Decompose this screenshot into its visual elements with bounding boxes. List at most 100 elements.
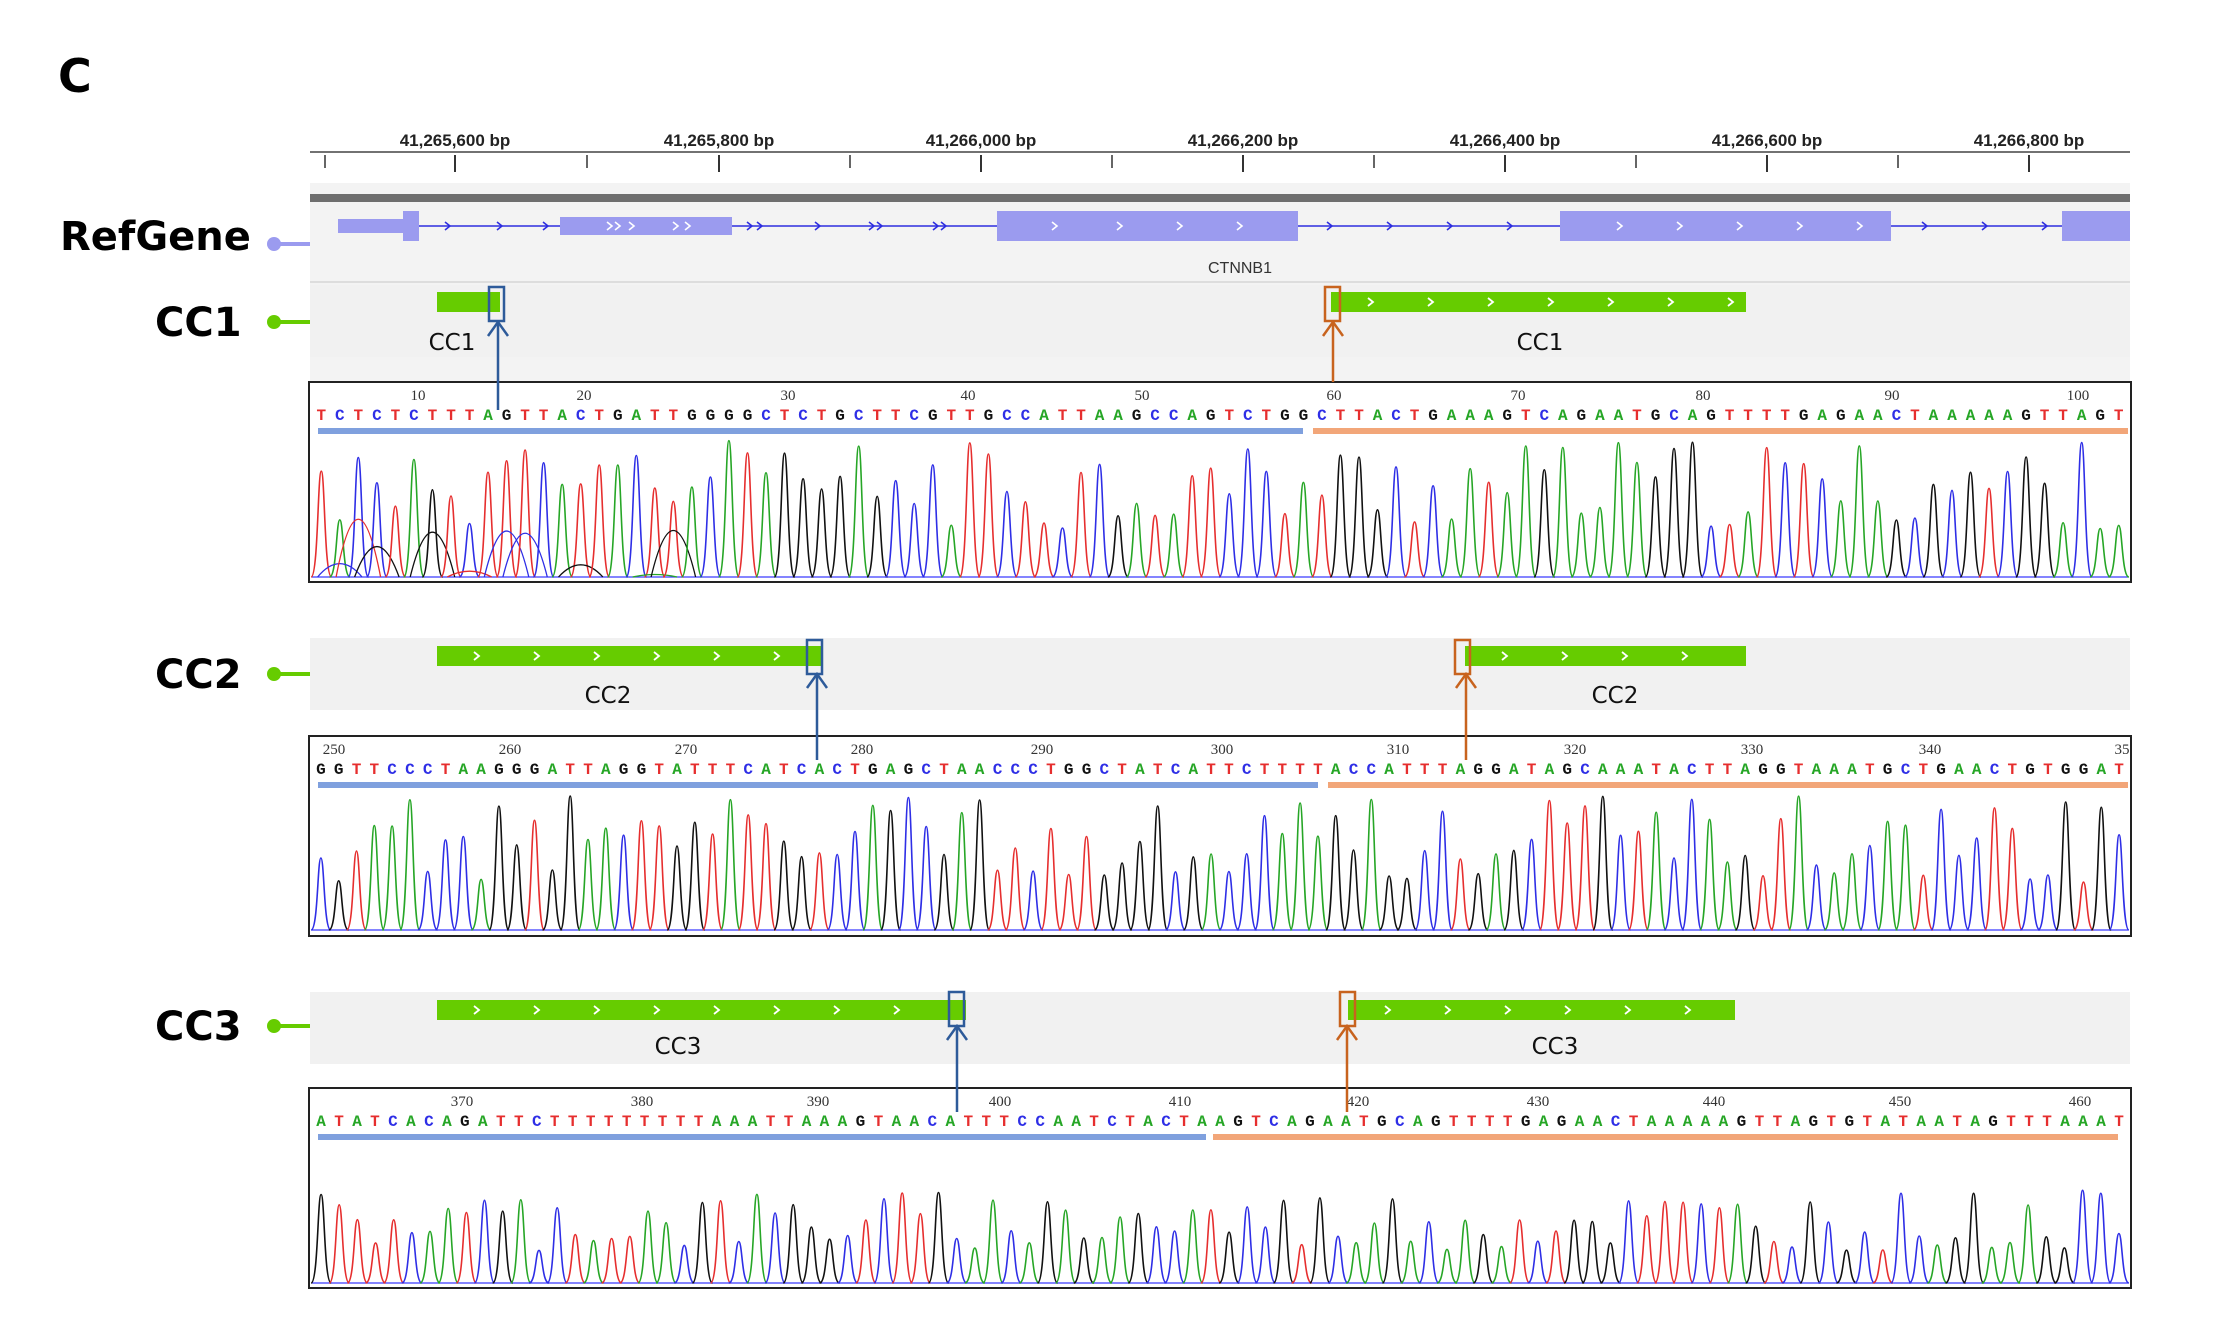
exon [997,211,1298,241]
base-letter: T [939,761,949,779]
trace-peak [1253,814,1276,931]
trace-peak [1805,864,1827,931]
cc3-position-label: 370 [451,1094,474,1110]
base-letter: T [1058,407,1068,425]
strand-arrow [672,221,680,231]
cc1-track-background [310,285,2130,357]
base-letter: A [730,1113,740,1131]
feature-strand-arrow [473,651,481,661]
base-letter: T [1910,407,1920,425]
trace-noise-peak [502,532,548,578]
trace-peak [310,857,332,931]
base-letter: A [1972,761,1982,779]
base-letter: T [2114,761,2124,779]
base-letter: C [576,407,586,425]
trace-peak [773,840,795,931]
trace-peak [1054,1209,1077,1284]
trace-peak [986,869,1008,931]
base-letter: C [1028,761,1038,779]
trace-peak [1396,877,1418,931]
base-letter: A [1215,1113,1225,1131]
base-letter: A [352,1113,362,1131]
trace-peak [662,500,685,578]
cc2-dot [267,667,281,681]
trace-peak [1022,870,1044,931]
base-letter: T [1420,761,1430,779]
trace-peak [1788,795,1810,931]
base-letter: C [335,407,345,425]
trace-peak [2070,441,2093,578]
cc1-position-label: 80 [1696,388,1711,404]
trace-peak [2107,524,2130,578]
base-letter: T [1762,407,1772,425]
trace-peak [382,1218,405,1284]
base-letter: T [1723,761,1733,779]
trace-peak [782,1203,804,1284]
cc2-position-label: 280 [851,742,874,758]
trace-peak [873,1197,895,1284]
trace-peak [1348,456,1370,578]
trace-peak [1125,502,1148,578]
base-letter: A [1817,407,1827,425]
trace-peak [546,1206,568,1284]
base-letter: T [1261,407,1271,425]
trace-peak [630,819,652,931]
base-letter: T [539,407,549,425]
base-letter: C [1687,761,1697,779]
strand-arrow [814,221,822,231]
cc1-feature-right-label: CC1 [1517,330,1564,356]
ruler-tick-label: 41,266,400 bp [1450,131,1561,150]
cc2-chromatogram-frame [308,735,2132,937]
trace-peak [1236,448,1259,578]
trace-peak [1162,513,1185,578]
strand-arrow [932,221,940,231]
trace-peak [844,830,866,931]
cc2-feature-left-arrows [473,651,781,661]
base-letter: T [2006,1113,2016,1131]
trace-peak [1144,514,1167,578]
base-letter: C [532,1113,542,1131]
trace-peak [1236,852,1258,931]
base-letter: T [514,1113,524,1131]
base-letter: G [1737,1113,1747,1131]
base-letter: A [1854,407,1864,425]
trace-noise-peak [632,573,678,578]
trace-peak [995,490,1018,578]
trace-peak [855,1219,877,1284]
trace-peak [1310,494,1333,578]
trace-peak [421,488,444,578]
gene-exons [338,211,2130,241]
cc3-dot [267,1019,281,1033]
panel-letter: C [58,49,92,103]
cc2-trace-peaks [310,795,2130,931]
trace-peak [1514,445,1537,578]
trace-peak [1182,856,1204,931]
strand-arrow [746,221,754,231]
trace-peak [470,878,492,931]
base-letter: T [668,407,678,425]
base-letter: T [779,761,789,779]
cc1-orange-arrow-head [1321,319,1345,337]
trace-peak [1823,872,1845,931]
strand-arrow [1981,221,1989,231]
base-letter: A [1829,761,1839,779]
base-letter: G [1206,407,1216,425]
strand-arrow [1921,221,1929,231]
base-letter: T [391,407,401,425]
trace-peak [1200,853,1222,931]
cc1-position-label: 100 [2067,388,2090,404]
base-letter: G [1776,761,1786,779]
cc3-position-label: 410 [1169,1094,1192,1110]
trace-peak [1890,1192,1912,1284]
base-letter: G [530,761,540,779]
trace-peak [691,1201,714,1284]
exon [2062,211,2130,241]
base-letter: C [1395,1113,1405,1131]
base-letter: T [1862,1113,1872,1131]
trace-peak [1467,872,1489,931]
base-letter: C [1317,407,1327,425]
trace-peak [637,1210,659,1284]
trace-peak [2072,881,2095,931]
cc1-feature-left-label: CC1 [429,330,476,356]
base-letter: A [1593,1113,1603,1131]
